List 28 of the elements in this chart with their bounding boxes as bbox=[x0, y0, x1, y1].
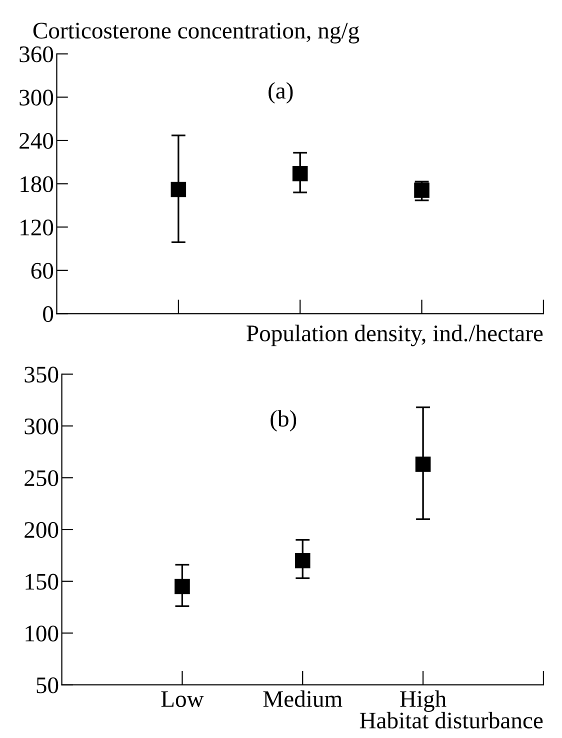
point bbox=[170, 182, 186, 198]
point bbox=[295, 552, 310, 568]
y-tick-label: 200 bbox=[24, 522, 58, 538]
y-tick-label: 100 bbox=[26, 626, 58, 642]
y-axis-title: Corticosterone concentration, ng/g bbox=[33, 22, 360, 44]
annotation: (b) bbox=[270, 410, 296, 432]
y-tick-label: 300 bbox=[24, 418, 58, 434]
point bbox=[174, 578, 190, 594]
x-tick-label: Low bbox=[161, 691, 204, 708]
annotation: (a) bbox=[268, 82, 293, 104]
y-tick-label: 0 bbox=[43, 306, 54, 322]
point bbox=[292, 166, 308, 182]
y-tick-label: 300 bbox=[20, 90, 54, 106]
x-tick-label: High bbox=[400, 690, 446, 712]
y-tick-label: 240 bbox=[20, 132, 54, 149]
y-tick-label: 120 bbox=[20, 220, 54, 236]
point bbox=[415, 456, 431, 472]
x-axis-title: Habitat disturbance bbox=[360, 712, 543, 729]
y-tick-label: 350 bbox=[24, 366, 58, 383]
y-tick-label: 250 bbox=[24, 470, 58, 486]
y-tick-label: 60 bbox=[31, 262, 54, 279]
y-tick-label: 360 bbox=[20, 46, 54, 62]
x-tick-label: Medium bbox=[263, 690, 342, 708]
x-axis-title: Population density, ind./hectare bbox=[246, 324, 543, 346]
y-tick-label: 50 bbox=[36, 677, 58, 694]
point bbox=[414, 182, 430, 198]
y-tick-label: 150 bbox=[26, 574, 58, 590]
y-tick-label: 180 bbox=[20, 176, 54, 192]
